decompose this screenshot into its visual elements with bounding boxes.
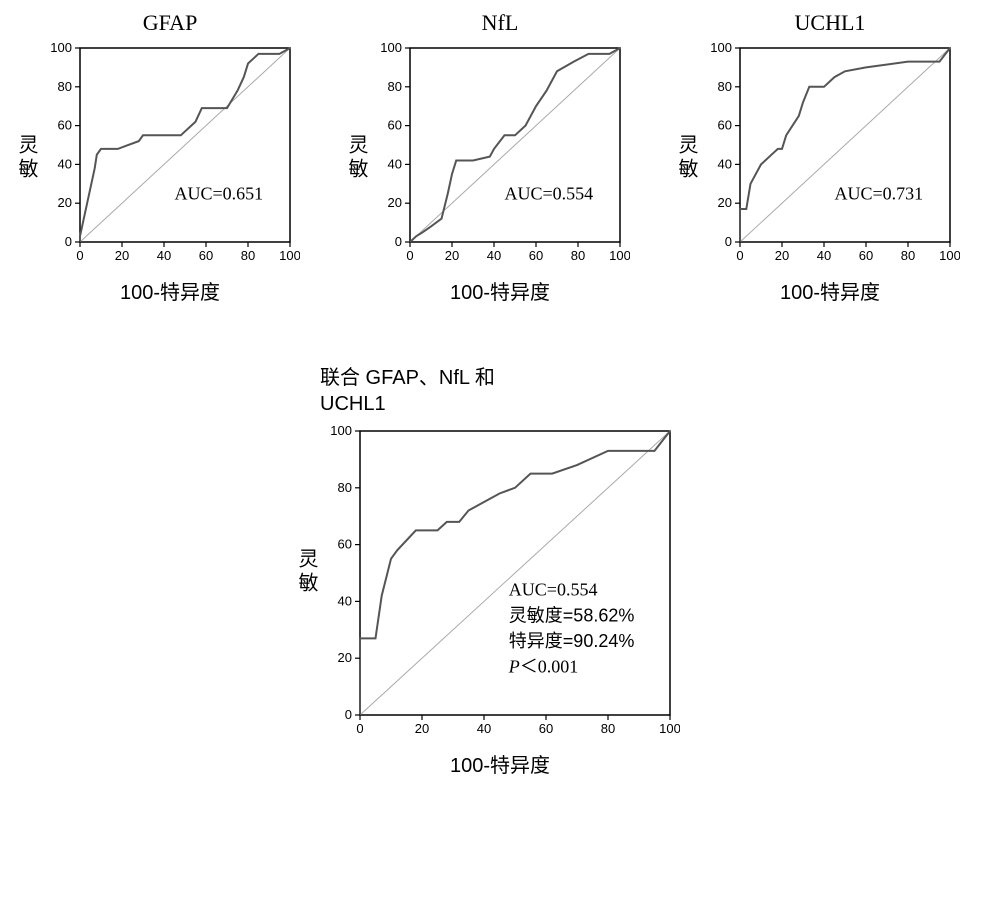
svg-text:40: 40 <box>817 248 831 263</box>
svg-text:80: 80 <box>901 248 915 263</box>
svg-text:0: 0 <box>345 707 352 722</box>
svg-text:0: 0 <box>76 248 83 263</box>
svg-text:20: 20 <box>388 195 402 210</box>
svg-text:20: 20 <box>445 248 459 263</box>
svg-text:20: 20 <box>58 195 72 210</box>
svg-text:100: 100 <box>380 40 402 55</box>
svg-text:0: 0 <box>406 248 413 263</box>
svg-text:20: 20 <box>415 721 429 736</box>
svg-text:60: 60 <box>58 118 72 133</box>
panel-gfap: GFAP灵敏020406080100020406080100AUC=0.6511… <box>40 10 300 305</box>
panel-uchl1: UCHL1灵敏020406080100020406080100AUC=0.731… <box>700 10 960 305</box>
svg-text:20: 20 <box>338 650 352 665</box>
svg-text:60: 60 <box>199 248 213 263</box>
spec-label: 特异度=90.24% <box>509 631 635 651</box>
svg-text:80: 80 <box>338 480 352 495</box>
svg-text:0: 0 <box>356 721 363 736</box>
panel-nfl: NfL灵敏020406080100020406080100AUC=0.55410… <box>370 10 630 305</box>
ylabel: 灵敏 <box>342 134 371 182</box>
svg-text:100: 100 <box>659 721 680 736</box>
svg-text:60: 60 <box>718 118 732 133</box>
chart-title: UCHL1 <box>700 10 960 36</box>
svg-text:80: 80 <box>388 79 402 94</box>
roc-plot-uchl1: 0 20 40 60 80 100 0 20 40 60 80 100 AUC=0.731 <box>700 40 960 270</box>
svg-text:0: 0 <box>736 248 743 263</box>
svg-text:80: 80 <box>571 248 585 263</box>
roc-plot-nfl: 0 20 40 60 80 100 0 20 40 60 80 100 AUC=0.554 <box>370 40 630 270</box>
xlabel: 100-特异度 <box>40 276 300 305</box>
roc-plot-combined: 0 20 40 60 80 100 0 20 40 60 80 100 AUC=0.554 灵敏度=5… <box>320 423 680 743</box>
svg-text:80: 80 <box>58 79 72 94</box>
pval-label: P＜0.001 <box>508 656 579 676</box>
svg-text:80: 80 <box>718 79 732 94</box>
ylabel: 灵敏 <box>672 134 701 182</box>
svg-text:40: 40 <box>58 156 72 171</box>
svg-text:60: 60 <box>539 721 553 736</box>
roc-plot-gfap: 0 20 40 60 80 100 0 20 40 60 80 100 AUC=0.651 <box>40 40 300 270</box>
svg-text:100: 100 <box>939 248 960 263</box>
auc-label: AUC=0.731 <box>835 183 924 203</box>
auc-label: AUC=0.651 <box>175 183 264 203</box>
svg-text:40: 40 <box>487 248 501 263</box>
auc-label: AUC=0.554 <box>509 580 598 600</box>
ylabel: 灵敏 <box>12 134 41 182</box>
chart-title: NfL <box>370 10 630 36</box>
svg-text:100: 100 <box>330 423 352 438</box>
svg-text:40: 40 <box>338 593 352 608</box>
svg-text:80: 80 <box>241 248 255 263</box>
svg-text:100: 100 <box>50 40 72 55</box>
svg-text:60: 60 <box>529 248 543 263</box>
xlabel: 100-特异度 <box>370 276 630 305</box>
svg-text:40: 40 <box>388 156 402 171</box>
svg-text:100: 100 <box>710 40 732 55</box>
svg-text:20: 20 <box>775 248 789 263</box>
svg-text:0: 0 <box>725 234 732 249</box>
chart-title: 联合 GFAP、NfL 和UCHL1 <box>320 365 680 417</box>
sens-label: 灵敏度=58.62% <box>509 605 635 625</box>
xlabel: 100-特异度 <box>320 749 680 778</box>
panel-combined: 联合 GFAP、NfL 和UCHL1灵敏02040608010002040608… <box>320 365 680 778</box>
auc-label: AUC=0.554 <box>505 183 594 203</box>
svg-text:40: 40 <box>157 248 171 263</box>
chart-title: GFAP <box>40 10 300 36</box>
svg-text:100: 100 <box>279 248 300 263</box>
svg-text:60: 60 <box>388 118 402 133</box>
svg-text:60: 60 <box>859 248 873 263</box>
svg-text:80: 80 <box>601 721 615 736</box>
svg-text:0: 0 <box>395 234 402 249</box>
svg-text:20: 20 <box>718 195 732 210</box>
svg-text:100: 100 <box>609 248 630 263</box>
svg-text:40: 40 <box>718 156 732 171</box>
ylabel: 灵敏 <box>292 548 321 596</box>
svg-text:60: 60 <box>338 537 352 552</box>
svg-text:40: 40 <box>477 721 491 736</box>
xlabel: 100-特异度 <box>700 276 960 305</box>
svg-text:20: 20 <box>115 248 129 263</box>
svg-text:0: 0 <box>65 234 72 249</box>
